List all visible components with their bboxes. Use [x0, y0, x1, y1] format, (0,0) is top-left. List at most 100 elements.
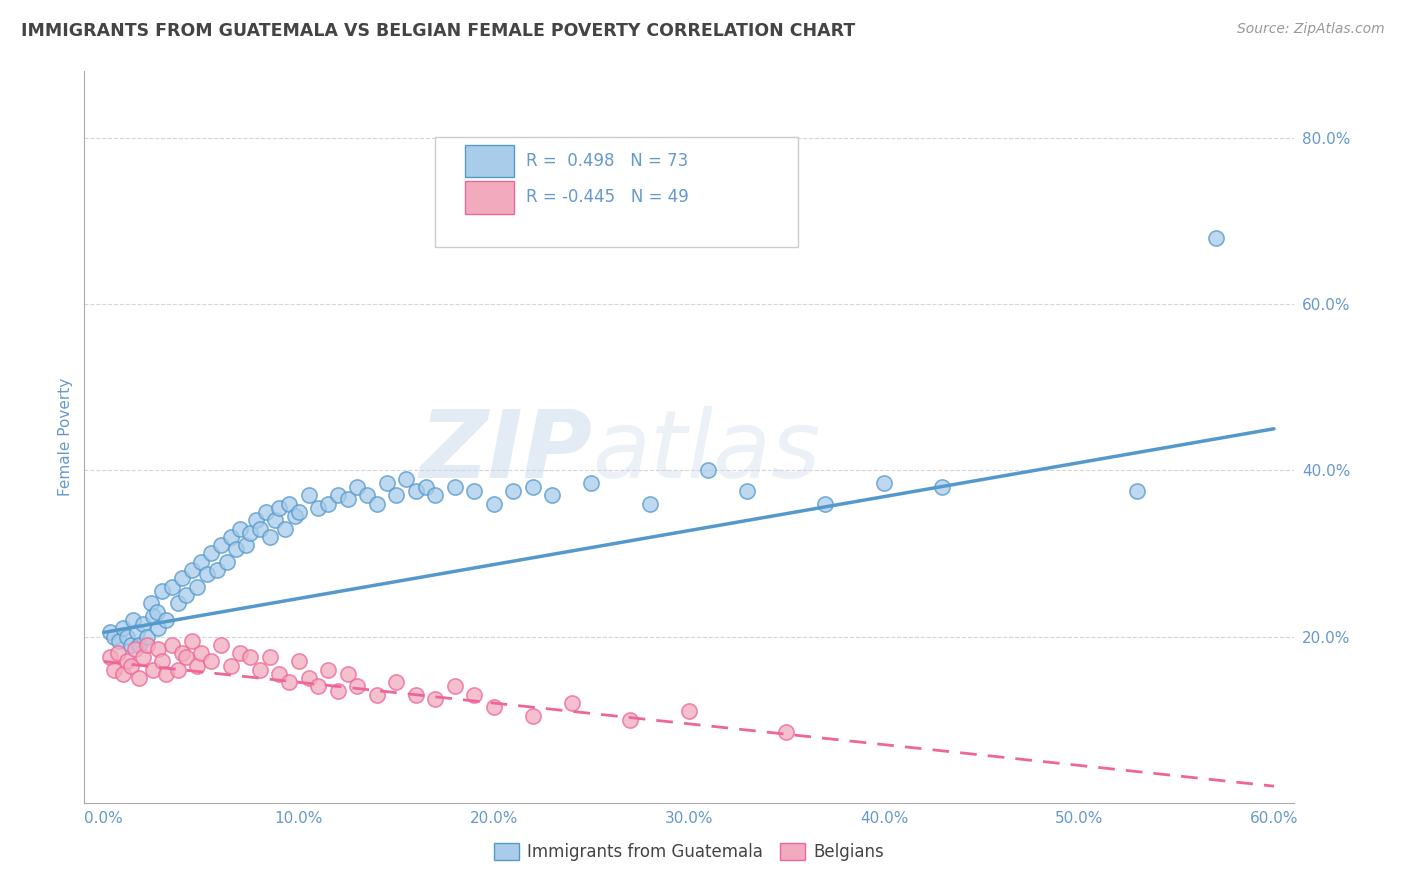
Point	[298, 488, 321, 502]
Point	[502, 484, 524, 499]
Point	[638, 497, 661, 511]
Point	[1205, 230, 1227, 244]
Point	[1126, 484, 1149, 499]
Point	[288, 655, 311, 669]
Point	[346, 680, 368, 694]
Point	[385, 488, 408, 502]
Point	[415, 480, 437, 494]
Point	[581, 475, 603, 490]
Point	[346, 480, 368, 494]
Point	[128, 671, 150, 685]
Point	[239, 650, 262, 665]
Text: R = -0.445   N = 49: R = -0.445 N = 49	[526, 188, 689, 206]
Point	[209, 638, 232, 652]
Point	[814, 497, 837, 511]
Point	[195, 567, 218, 582]
Point	[249, 521, 271, 535]
Point	[148, 642, 170, 657]
Point	[482, 700, 505, 714]
Text: IMMIGRANTS FROM GUATEMALA VS BELGIAN FEMALE POVERTY CORRELATION CHART: IMMIGRANTS FROM GUATEMALA VS BELGIAN FEM…	[21, 22, 855, 40]
Point	[444, 680, 467, 694]
Text: Source: ZipAtlas.com: Source: ZipAtlas.com	[1237, 22, 1385, 37]
Point	[150, 583, 173, 598]
Point	[239, 525, 262, 540]
Point	[561, 696, 583, 710]
Point	[425, 488, 447, 502]
Point	[336, 667, 359, 681]
Point	[167, 596, 190, 610]
Point	[316, 663, 339, 677]
Point	[170, 571, 193, 585]
Text: atlas: atlas	[592, 406, 821, 497]
Point	[125, 625, 148, 640]
Point	[269, 667, 291, 681]
Point	[122, 613, 145, 627]
Point	[148, 621, 170, 635]
Point	[259, 530, 281, 544]
Point	[174, 650, 197, 665]
Point	[124, 642, 146, 657]
Point	[229, 646, 252, 660]
Point	[190, 555, 212, 569]
Point	[205, 563, 228, 577]
Point	[366, 688, 388, 702]
Point	[235, 538, 257, 552]
Y-axis label: Female Poverty: Female Poverty	[58, 378, 73, 496]
Point	[405, 484, 427, 499]
Point	[775, 725, 797, 739]
Point	[186, 580, 208, 594]
Point	[229, 521, 252, 535]
Point	[737, 484, 759, 499]
Point	[98, 625, 121, 640]
Point	[108, 633, 131, 648]
Point	[167, 663, 190, 677]
FancyBboxPatch shape	[434, 137, 797, 247]
Point	[160, 638, 183, 652]
Point	[155, 613, 177, 627]
Point	[155, 667, 177, 681]
Point	[269, 500, 291, 515]
Point	[150, 655, 173, 669]
Point	[288, 505, 311, 519]
Point	[142, 608, 165, 623]
Point	[873, 475, 896, 490]
Point	[307, 680, 329, 694]
Point	[254, 505, 277, 519]
Point	[219, 658, 242, 673]
Point	[366, 497, 388, 511]
Point	[135, 630, 157, 644]
Point	[103, 663, 125, 677]
Point	[541, 488, 564, 502]
Point	[112, 667, 135, 681]
Point	[145, 605, 167, 619]
Point	[98, 650, 121, 665]
Point	[316, 497, 339, 511]
Point	[405, 688, 427, 702]
Point	[274, 521, 297, 535]
Point	[112, 621, 135, 635]
Point	[264, 513, 287, 527]
Point	[215, 555, 238, 569]
Point	[356, 488, 378, 502]
Point	[132, 650, 155, 665]
Point	[245, 513, 267, 527]
Point	[522, 708, 544, 723]
Point	[190, 646, 212, 660]
Point	[385, 675, 408, 690]
Point	[284, 509, 307, 524]
Point	[142, 663, 165, 677]
Point	[180, 633, 202, 648]
Point	[298, 671, 321, 685]
Point	[120, 658, 142, 673]
Point	[278, 675, 301, 690]
Point	[444, 480, 467, 494]
Point	[678, 705, 700, 719]
Point	[482, 497, 505, 511]
Point	[209, 538, 232, 552]
Point	[697, 463, 720, 477]
Point	[107, 646, 129, 660]
Point	[160, 580, 183, 594]
Point	[174, 588, 197, 602]
Point	[219, 530, 242, 544]
Point	[103, 630, 125, 644]
